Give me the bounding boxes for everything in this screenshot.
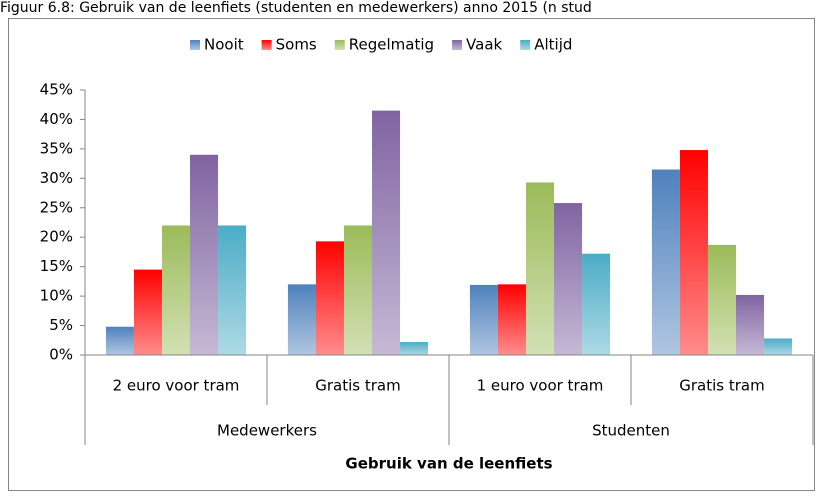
y-tick-label: 40% — [40, 110, 73, 128]
bar — [525, 182, 555, 355]
legend-label: Regelmatig — [349, 36, 434, 54]
legend-label: Vaak — [466, 36, 502, 54]
bar — [764, 338, 793, 355]
bar — [287, 284, 316, 355]
y-tick-label: 15% — [40, 257, 73, 275]
bar — [218, 225, 247, 355]
y-tick-label: 20% — [40, 228, 73, 246]
bar — [582, 253, 611, 355]
y-tick-label: 25% — [40, 198, 73, 216]
group-label: Studenten — [592, 422, 670, 440]
x-tick-label: 2 euro voor tram — [113, 377, 240, 395]
bar — [400, 342, 429, 355]
x-axis-title: Gebruik van de leenfiets — [345, 455, 552, 473]
group-label: Medewerkers — [217, 422, 317, 440]
bar — [736, 294, 765, 355]
bar — [679, 150, 708, 355]
legend-label: Soms — [276, 36, 317, 54]
y-tick-label: 45% — [40, 81, 73, 99]
y-tick-label: 0% — [49, 346, 73, 364]
bar — [469, 284, 498, 355]
bar — [343, 225, 373, 355]
bar — [190, 154, 219, 355]
bar — [651, 169, 680, 355]
legend-swatch — [452, 40, 463, 50]
legend-label: Altijd — [534, 36, 572, 54]
bar — [133, 269, 162, 355]
bar — [707, 244, 737, 355]
bar — [497, 284, 526, 355]
bar — [315, 241, 344, 355]
legend-swatch — [334, 40, 345, 50]
y-tick-label: 10% — [40, 287, 73, 305]
legend-swatch — [520, 40, 531, 50]
bar — [105, 326, 134, 355]
y-tick-label: 30% — [40, 169, 73, 187]
chart-title: Figuur 6.8: Gebruik van de leenfiets (st… — [0, 0, 592, 16]
legend-label: Nooit — [204, 36, 244, 54]
legend-swatch — [261, 40, 272, 50]
bar — [372, 110, 401, 355]
bar — [161, 225, 191, 355]
x-tick-label: Gratis tram — [679, 377, 764, 395]
bar — [554, 203, 583, 355]
x-tick-label: 1 euro voor tram — [477, 377, 604, 395]
y-tick-label: 5% — [49, 316, 73, 334]
legend-swatch — [190, 40, 200, 50]
x-tick-label: Gratis tram — [315, 377, 400, 395]
y-tick-label: 35% — [40, 139, 73, 157]
